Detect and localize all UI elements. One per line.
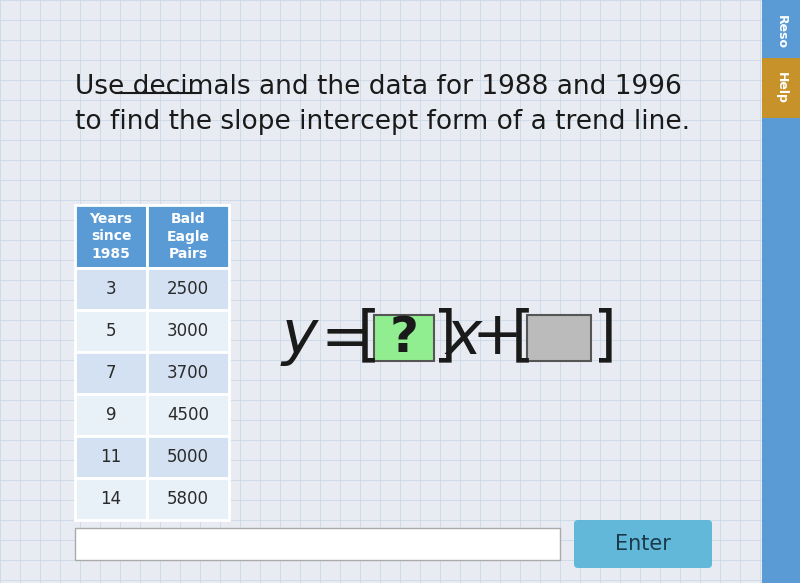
FancyBboxPatch shape xyxy=(147,436,229,478)
FancyBboxPatch shape xyxy=(147,268,229,310)
Text: 3700: 3700 xyxy=(167,364,209,382)
FancyBboxPatch shape xyxy=(574,520,712,568)
Text: $[$: $[$ xyxy=(510,308,530,367)
FancyBboxPatch shape xyxy=(75,268,147,310)
Text: $x$: $x$ xyxy=(444,308,484,367)
Text: $]$: $]$ xyxy=(432,308,452,367)
FancyBboxPatch shape xyxy=(147,352,229,394)
Text: Use decimals and the data for 1988 and 1996: Use decimals and the data for 1988 and 1… xyxy=(75,74,682,100)
FancyBboxPatch shape xyxy=(75,436,147,478)
Text: 9: 9 xyxy=(106,406,116,424)
FancyBboxPatch shape xyxy=(147,394,229,436)
Text: to find the slope intercept form of a trend line.: to find the slope intercept form of a tr… xyxy=(75,109,690,135)
Text: Enter: Enter xyxy=(615,534,671,554)
Text: $]$: $]$ xyxy=(592,308,612,367)
FancyBboxPatch shape xyxy=(75,205,147,268)
Text: Bald
Eagle
Pairs: Bald Eagle Pairs xyxy=(166,212,210,261)
Text: $=$: $=$ xyxy=(309,308,367,367)
FancyBboxPatch shape xyxy=(75,528,560,560)
Text: $[$: $[$ xyxy=(356,308,376,367)
Text: 5800: 5800 xyxy=(167,490,209,508)
FancyBboxPatch shape xyxy=(374,315,434,361)
Text: ?: ? xyxy=(390,314,418,362)
Text: 3: 3 xyxy=(106,280,116,298)
Text: $y$: $y$ xyxy=(280,308,320,367)
FancyBboxPatch shape xyxy=(762,58,800,118)
FancyBboxPatch shape xyxy=(762,0,800,583)
Text: 2500: 2500 xyxy=(167,280,209,298)
Text: 7: 7 xyxy=(106,364,116,382)
Text: 11: 11 xyxy=(100,448,122,466)
FancyBboxPatch shape xyxy=(75,310,147,352)
Text: Reso: Reso xyxy=(774,15,787,49)
FancyBboxPatch shape xyxy=(147,205,229,268)
Text: 4500: 4500 xyxy=(167,406,209,424)
Text: 14: 14 xyxy=(101,490,122,508)
Text: 5000: 5000 xyxy=(167,448,209,466)
FancyBboxPatch shape xyxy=(75,352,147,394)
FancyBboxPatch shape xyxy=(147,310,229,352)
FancyBboxPatch shape xyxy=(75,394,147,436)
Text: Help: Help xyxy=(774,72,787,104)
FancyBboxPatch shape xyxy=(75,478,147,520)
Text: 5: 5 xyxy=(106,322,116,340)
Text: $+$: $+$ xyxy=(470,308,518,367)
FancyBboxPatch shape xyxy=(147,478,229,520)
FancyBboxPatch shape xyxy=(527,315,591,361)
Text: Years
since
1985: Years since 1985 xyxy=(90,212,133,261)
Text: 3000: 3000 xyxy=(167,322,209,340)
